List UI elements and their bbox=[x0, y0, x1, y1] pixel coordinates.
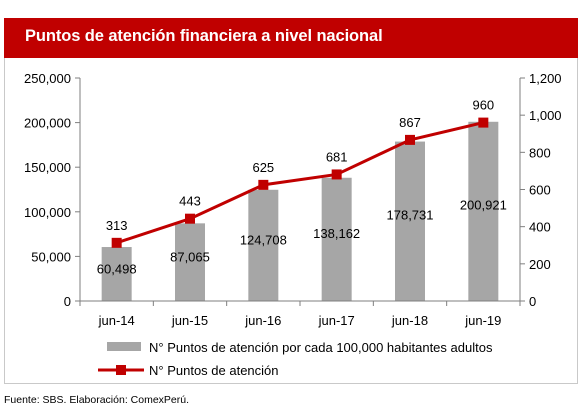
bar bbox=[395, 141, 425, 301]
line-data-label: 443 bbox=[179, 194, 201, 209]
line-marker bbox=[331, 169, 342, 180]
legend: N° Puntos de atención por cada 100,000 h… bbox=[98, 340, 493, 378]
chart-title: Puntos de atención financiera a nivel na… bbox=[25, 27, 383, 45]
y-right-tick-label: 200 bbox=[529, 257, 551, 272]
y-right-tick-label: 600 bbox=[529, 183, 551, 198]
x-tick-label: jun-17 bbox=[318, 313, 355, 328]
legend-swatch-marker bbox=[116, 365, 126, 375]
legend-swatch-bar bbox=[107, 342, 141, 351]
line-layer bbox=[111, 117, 489, 248]
line-data-label: 681 bbox=[326, 149, 348, 164]
series-line bbox=[116, 121, 484, 245]
y-left-tick-label: 200,000 bbox=[24, 116, 71, 131]
x-tick-label: jun-16 bbox=[244, 313, 281, 328]
line-data-label: 313 bbox=[106, 218, 128, 233]
labels-layer: 313 443 625 681 867 960 60,498 87,065 124,708 138… bbox=[97, 98, 507, 277]
bars-layer bbox=[101, 121, 499, 301]
axes-layer: 0 50,000 100,000 150,000 200,000 250,000 0 200 4… bbox=[24, 71, 562, 328]
y-left-tick-label: 150,000 bbox=[24, 160, 71, 175]
line-marker bbox=[478, 117, 489, 128]
bar-data-label: 178,731 bbox=[387, 208, 434, 223]
legend-label-bar: N° Puntos de atención por cada 100,000 h… bbox=[149, 340, 493, 355]
legend-label-line: N° Puntos de atención bbox=[149, 363, 279, 378]
y-left-tick-label: 0 bbox=[64, 294, 71, 309]
y-right-tick-label: 400 bbox=[529, 220, 551, 235]
y-left-tick-label: 50,000 bbox=[31, 249, 71, 264]
bar bbox=[248, 189, 279, 301]
line-marker bbox=[258, 179, 269, 190]
line-marker bbox=[405, 134, 415, 145]
y-left-tick-label: 250,000 bbox=[24, 71, 71, 86]
bar-data-label: 87,065 bbox=[170, 249, 210, 264]
x-tick-label: jun-15 bbox=[171, 313, 208, 328]
y-right-tick-label: 800 bbox=[529, 145, 551, 160]
title-bar: Puntos de atención financiera a nivel na… bbox=[4, 18, 578, 58]
source-note: Fuente: SBS. Elaboración: ComexPerú. bbox=[4, 394, 190, 406]
bar-data-label: 200,921 bbox=[460, 198, 507, 213]
line-data-label: 625 bbox=[252, 160, 274, 175]
bar-data-label: 138,162 bbox=[313, 226, 360, 241]
bar-data-label: 124,708 bbox=[240, 232, 287, 247]
bar bbox=[321, 177, 352, 301]
line-data-label: 867 bbox=[399, 115, 421, 130]
y-right-tick-label: 0 bbox=[529, 294, 536, 309]
x-tick-label: jun-19 bbox=[464, 313, 501, 328]
line-data-label: 960 bbox=[472, 98, 494, 113]
y-left-tick-label: 100,000 bbox=[24, 205, 71, 220]
line-marker bbox=[111, 237, 122, 248]
line-marker bbox=[185, 213, 195, 224]
bar bbox=[101, 247, 132, 301]
bar-data-label: 60,498 bbox=[97, 261, 137, 276]
x-tick-label: jun-18 bbox=[391, 313, 428, 328]
y-right-tick-label: 1,200 bbox=[529, 71, 562, 86]
y-right-tick-label: 1,000 bbox=[529, 108, 562, 123]
x-tick-label: jun-14 bbox=[98, 313, 135, 328]
bar bbox=[468, 121, 499, 301]
bar bbox=[175, 223, 205, 301]
